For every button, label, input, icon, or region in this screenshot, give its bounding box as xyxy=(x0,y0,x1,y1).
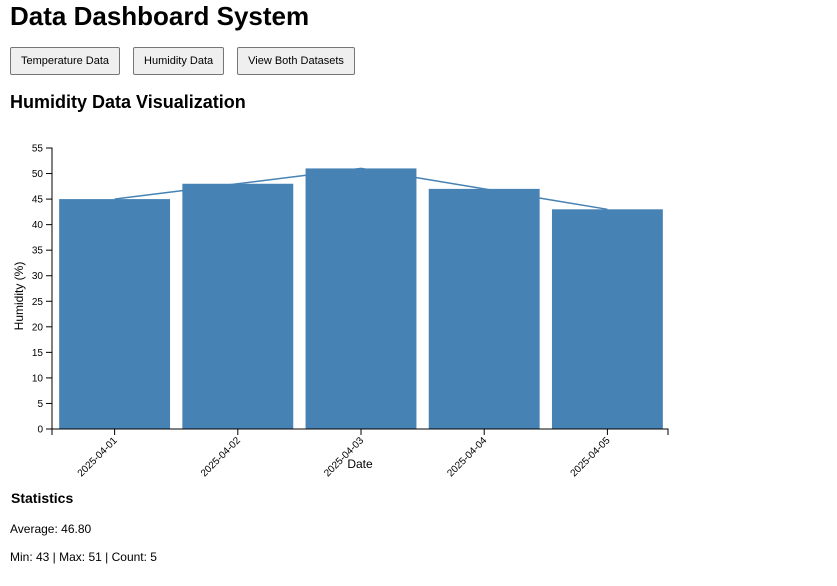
y-tick-label: 30 xyxy=(32,271,44,282)
y-tick-label: 45 xyxy=(32,195,44,206)
x-tick-label: 2025-04-02 xyxy=(199,435,243,479)
x-tick-label: 2025-04-04 xyxy=(445,435,489,479)
humidity-chart: 0 5 10 15 20 25 30 35 40 45 50 55 2025-04-01 2025-04… xyxy=(12,144,669,479)
y-axis: 0 5 10 15 20 25 30 35 40 45 50 55 xyxy=(32,144,53,436)
view-both-datasets-button[interactable]: View Both Datasets xyxy=(237,47,355,75)
y-tick-label: 25 xyxy=(32,297,44,308)
dataset-toolbar: Temperature Data Humidity Data View Both… xyxy=(10,47,355,75)
x-axis: 2025-04-01 2025-04-02 2025-04-03 2025-04-04… xyxy=(51,428,669,479)
x-axis-label: Date xyxy=(347,457,373,471)
dashboard-page: Data Dashboard System Temperature Data H… xyxy=(10,0,837,586)
y-tick-label: 50 xyxy=(32,169,44,180)
y-tick-label: 35 xyxy=(32,246,44,257)
humidity-chart-container: 0 5 10 15 20 25 30 35 40 45 50 55 2025-04-01 2025-04… xyxy=(0,130,700,480)
statistics-title: Statistics xyxy=(11,490,74,506)
bar-2025-04-01 xyxy=(59,199,171,429)
app-title: Data Dashboard System xyxy=(10,1,310,31)
y-axis-label: Humidity (%) xyxy=(12,262,26,331)
y-tick-label: 10 xyxy=(32,373,44,384)
statistics-average: Average: 46.80 xyxy=(10,522,92,536)
temperature-data-button[interactable]: Temperature Data xyxy=(10,47,121,75)
humidity-data-button[interactable]: Humidity Data xyxy=(133,47,225,75)
x-tick-label: 2025-04-01 xyxy=(76,435,120,479)
bar-2025-04-03 xyxy=(305,168,417,429)
y-tick-label: 40 xyxy=(32,220,44,231)
bar-2025-04-02 xyxy=(182,183,294,429)
y-tick-label: 55 xyxy=(32,144,44,155)
y-tick-label: 15 xyxy=(32,348,44,359)
y-tick-label: 0 xyxy=(37,425,43,436)
trend-line xyxy=(114,167,608,211)
y-axis-line xyxy=(46,147,53,430)
x-axis-line xyxy=(51,428,669,435)
y-tick-label: 20 xyxy=(32,322,44,333)
statistics-min-max-count: Min: 43 | Max: 51 | Count: 5 xyxy=(10,550,157,564)
x-tick-label: 2025-04-05 xyxy=(569,435,613,479)
bar-2025-04-05 xyxy=(551,209,663,429)
bars-layer xyxy=(59,168,663,429)
y-tick-label: 5 xyxy=(37,399,43,410)
chart-section-title: Humidity Data Visualization xyxy=(10,92,246,112)
bar-2025-04-04 xyxy=(428,188,540,429)
